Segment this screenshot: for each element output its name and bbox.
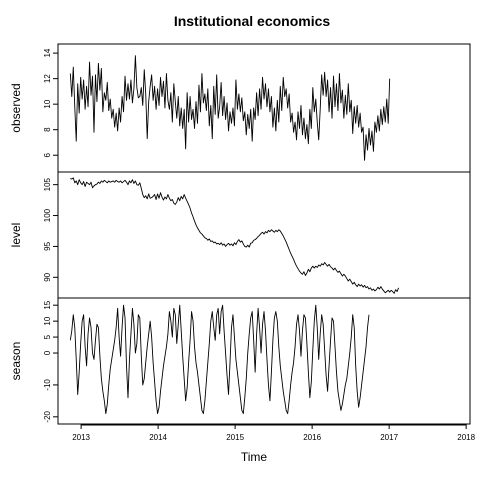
x-tick-label: 2013 bbox=[72, 433, 90, 442]
y-tick-label: 100 bbox=[43, 208, 52, 222]
panel-border bbox=[57, 171, 471, 299]
y-tick-label: 90 bbox=[43, 272, 52, 281]
panel-season: season -20 -10 0 5 10 15 bbox=[9, 297, 471, 425]
y-axis-title-observed: observed bbox=[9, 83, 23, 132]
x-tick-label: 2016 bbox=[303, 433, 321, 442]
panel-border bbox=[57, 43, 471, 173]
series-line-season bbox=[69, 304, 370, 415]
y-tick-label: 10 bbox=[43, 316, 52, 325]
y-tick-label: 10 bbox=[43, 99, 52, 108]
x-tick-label: 2018 bbox=[457, 433, 475, 442]
y-tick-label: 15 bbox=[43, 300, 52, 309]
y-tick-label: 105 bbox=[43, 177, 52, 191]
y-tick-label: 14 bbox=[43, 48, 52, 57]
series-line-level bbox=[70, 177, 399, 294]
y-tick-label: 12 bbox=[43, 74, 52, 83]
series-line-observed bbox=[69, 55, 391, 161]
panel-border bbox=[57, 297, 471, 425]
y-tick-label: 95 bbox=[43, 241, 52, 250]
x-axis: 2013 2014 2015 2016 2017 2018 bbox=[72, 424, 476, 442]
panels-layer: observed68101214level9095100105season-20… bbox=[9, 43, 471, 425]
x-tick-label: 2017 bbox=[380, 433, 398, 442]
chart-title: Institutional economics bbox=[174, 13, 331, 29]
y-tick-label: -20 bbox=[43, 410, 52, 422]
x-tick-label: 2015 bbox=[226, 433, 244, 442]
panel-observed: observed 6 8 10 12 14 bbox=[9, 43, 471, 173]
y-tick-label: 8 bbox=[43, 127, 52, 132]
panel-level: level 90 95 100 105 bbox=[9, 171, 471, 299]
x-tick-label: 2014 bbox=[149, 433, 167, 442]
y-tick-label: 6 bbox=[43, 152, 52, 157]
y-axis-title-season: season bbox=[9, 342, 23, 381]
y-axis-title-level: level bbox=[9, 223, 23, 248]
y-tick-label: -10 bbox=[43, 379, 52, 391]
x-axis-title: Time bbox=[241, 450, 268, 464]
y-tick-label: 0 bbox=[43, 350, 52, 355]
y-tick-label: 5 bbox=[43, 334, 52, 339]
